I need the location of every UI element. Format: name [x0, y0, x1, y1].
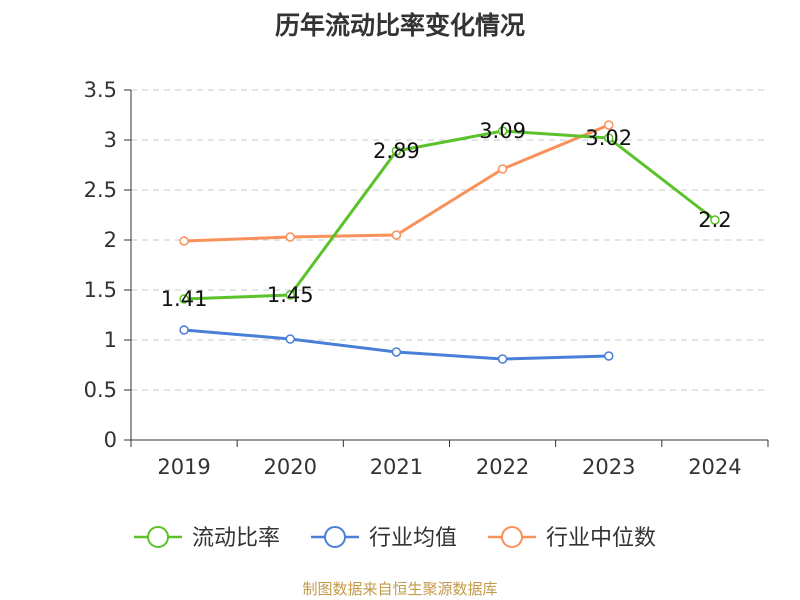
data-point	[604, 351, 614, 361]
data-point	[285, 334, 295, 344]
y-tick-label: 2	[104, 228, 117, 252]
data-point	[179, 236, 189, 246]
data-label: 2.2	[698, 208, 731, 232]
legend-marker	[324, 526, 346, 548]
chart-title: 历年流动比率变化情况	[274, 11, 525, 40]
data-point	[604, 133, 614, 143]
data-point	[497, 354, 508, 364]
x-tick-label: 2024	[688, 455, 741, 479]
data-point	[497, 126, 508, 136]
legend: 流动比率 行业均值 行业中位数	[134, 526, 656, 551]
series-line-0	[184, 129, 716, 301]
y-tick-label: 0.5	[84, 378, 117, 402]
y-tick-label: 3	[104, 128, 117, 152]
data-point	[179, 294, 189, 304]
x-tick-label: 2020	[264, 455, 317, 479]
legend-label: 行业均值	[369, 526, 457, 551]
y-tick-label: 2.5	[84, 178, 117, 202]
y-tick-label: 1.5	[84, 278, 117, 302]
x-tick-label: 2021	[370, 455, 423, 479]
axes: 0 0.5 1 1.5 2 2.5 3 3.5 2019 2020 2021 2022 2023 2024	[84, 78, 769, 479]
legend-label: 流动比率	[192, 526, 280, 551]
data-point	[285, 232, 295, 242]
data-labels: 1.41 1.45 2.89 3.09 3.02 2.2	[161, 119, 732, 311]
data-label: 1.41	[161, 287, 208, 311]
data-point	[710, 215, 720, 225]
x-tick-label: 2022	[476, 455, 529, 479]
data-point	[497, 164, 508, 174]
data-label: 1.45	[267, 283, 314, 307]
data-point	[391, 230, 402, 240]
y-tick-label: 1	[104, 328, 117, 352]
source-note: 制图数据来自恒生聚源数据库	[302, 580, 498, 598]
data-point	[179, 325, 189, 335]
data-point	[604, 120, 614, 130]
series-lines	[179, 120, 720, 364]
legend-marker	[147, 526, 169, 548]
legend-label: 行业中位数	[546, 526, 656, 551]
data-point	[285, 290, 295, 300]
legend-marker	[501, 526, 523, 548]
data-point	[391, 146, 402, 156]
y-tick-label: 3.5	[84, 78, 117, 102]
data-label: 3.09	[479, 119, 526, 143]
y-tick-label: 0	[104, 428, 117, 452]
x-tick-label: 2019	[157, 455, 210, 479]
data-label: 2.89	[373, 139, 420, 163]
data-point	[391, 347, 402, 357]
x-tick-label: 2023	[582, 455, 635, 479]
data-label: 3.02	[585, 126, 632, 150]
grid-lines	[131, 89, 768, 391]
